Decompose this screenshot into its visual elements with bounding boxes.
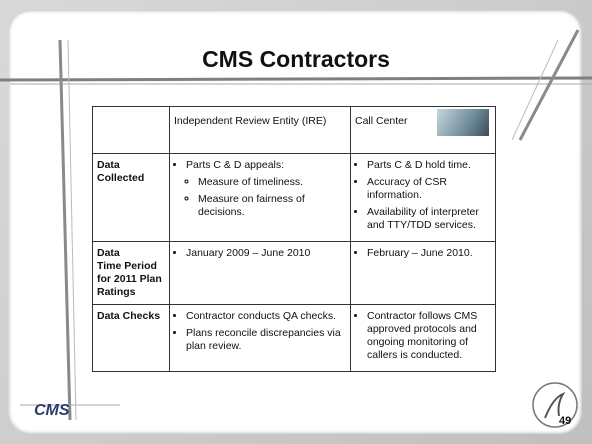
- table-cell: Contractor follows CMS approved protocol…: [350, 304, 496, 372]
- bullet-text: January 2009 – June 2010: [186, 247, 311, 259]
- header-cell: Independent Review Entity (IRE): [169, 106, 351, 154]
- frame-line: [518, 29, 580, 141]
- frame-line: [0, 76, 592, 82]
- table-cell: Parts C & D hold time. Accuracy of CSR in…: [350, 153, 496, 242]
- table-row: Data Time Period for 2011 Plan Ratings Ja…: [92, 241, 496, 305]
- call-center-photo: [437, 109, 489, 136]
- bullet-text: Contractor conducts QA checks.: [186, 310, 336, 322]
- row-label: Data Time Period for 2011 Plan Ratings: [92, 241, 170, 305]
- bullet-item: Accuracy of CSR information.: [367, 176, 491, 202]
- bullet-item: February – June 2010.: [367, 247, 491, 260]
- bullet-list: Parts C & D appeals: Measure of timelines…: [174, 159, 346, 219]
- slide-title: CMS Contractors: [202, 46, 390, 72]
- row-label: Data Checks: [92, 304, 170, 372]
- sub-bullet-item: Measure of timeliness.: [198, 176, 346, 189]
- bullet-text: Parts C & D appeals:: [186, 159, 285, 171]
- frame-line: [58, 39, 72, 421]
- bullet-item: January 2009 – June 2010: [186, 247, 346, 260]
- table-cell: January 2009 – June 2010: [169, 241, 351, 305]
- bullet-item: Availability of interpreter and TTY/TDD …: [367, 206, 491, 232]
- table-cell: Contractor conducts QA checks. Plans reco…: [169, 304, 351, 372]
- bullet-list: February – June 2010.: [355, 247, 491, 260]
- table-row: Data Collected Parts C & D appeals: Measur…: [92, 153, 496, 242]
- sub-bullet-list: Measure of timeliness. Measure on fairnes…: [186, 176, 346, 219]
- contractors-table: Independent Review Entity (IRE) Call Cent…: [92, 106, 496, 372]
- bullet-item: Contractor follows CMS approved protocol…: [367, 310, 491, 362]
- bullet-text: Plans reconcile discrepancies via plan r…: [186, 327, 341, 352]
- header-row: Independent Review Entity (IRE) Call Cent…: [92, 106, 496, 154]
- bullet-text: Contractor follows CMS approved protocol…: [367, 310, 478, 361]
- bullet-list: Contractor conducts QA checks. Plans reco…: [174, 310, 346, 353]
- frame-line: [511, 39, 559, 141]
- table-row: Data ChecksContractor conducts QA checks…: [92, 304, 496, 372]
- bullet-list: Contractor follows CMS approved protocol…: [355, 310, 491, 362]
- bullet-text: February – June 2010.: [367, 247, 473, 259]
- row-label: Data Collected: [92, 153, 170, 242]
- hhs-seal: [544, 391, 566, 419]
- bullet-item: Contractor conducts QA checks.: [186, 310, 346, 323]
- table-cell: Parts C & D appeals: Measure of timelines…: [169, 153, 351, 242]
- sub-bullet-item: Measure on fairness of decisions.: [198, 193, 346, 219]
- table-cell: February – June 2010.: [350, 241, 496, 305]
- bullet-text: Accuracy of CSR information.: [367, 176, 447, 201]
- cms-logo: CMS: [34, 402, 70, 419]
- bullet-item: Parts C & D hold time.: [367, 159, 491, 172]
- bullet-item: Parts C & D appeals: Measure of timelines…: [186, 159, 346, 219]
- bullet-list: Parts C & D hold time. Accuracy of CSR in…: [355, 159, 491, 232]
- hhs-seal: [532, 382, 578, 428]
- bullet-item: Plans reconcile discrepancies via plan r…: [186, 327, 346, 353]
- bullet-list: January 2009 – June 2010: [174, 247, 346, 260]
- bullet-text: Availability of interpreter and TTY/TDD …: [367, 206, 479, 231]
- header-cell: [92, 106, 170, 154]
- page-number: 49: [559, 415, 572, 427]
- frame-line: [67, 39, 77, 421]
- bullet-text: Parts C & D hold time.: [367, 159, 471, 171]
